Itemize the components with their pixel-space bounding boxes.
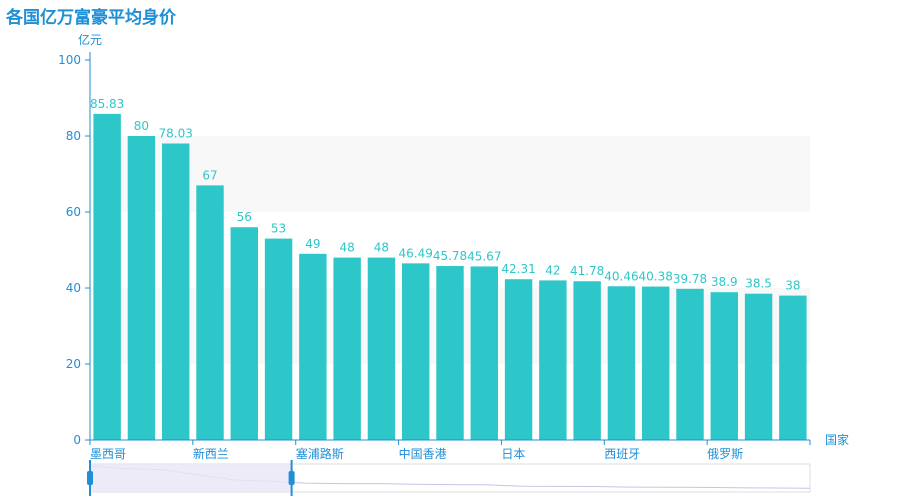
bar[interactable] xyxy=(676,288,704,440)
chart-title: 各国亿万富豪平均身价 xyxy=(6,8,176,28)
data-label: 38 xyxy=(785,279,800,293)
bar[interactable] xyxy=(230,227,258,440)
x-tick-label: 中国香港 xyxy=(399,446,447,461)
data-label: 38.5 xyxy=(745,277,772,291)
y-tick-label: 0 xyxy=(73,433,81,447)
bar[interactable] xyxy=(779,295,807,440)
data-label: 67 xyxy=(202,168,217,182)
bar[interactable] xyxy=(264,238,293,440)
data-label: 40.38 xyxy=(639,270,673,284)
zoom-end-handle[interactable] xyxy=(288,471,295,485)
data-label: 48 xyxy=(340,241,355,255)
bar[interactable] xyxy=(127,136,156,440)
y-tick-label: 80 xyxy=(66,129,81,143)
bar[interactable] xyxy=(333,257,361,440)
data-label: 49 xyxy=(305,237,320,251)
bar[interactable] xyxy=(299,253,327,440)
data-label: 53 xyxy=(271,222,286,236)
x-axis: 国家 墨西哥 新西兰 塞浦路斯 中国香港 日本 西班牙 俄罗斯 xyxy=(89,432,849,461)
data-label: 42.31 xyxy=(501,262,535,276)
bar[interactable] xyxy=(93,113,121,440)
data-label: 80 xyxy=(134,119,149,133)
data-label: 38.9 xyxy=(711,275,738,289)
y-axis: 亿元 0 20 40 60 80 100 xyxy=(58,32,102,447)
data-label: 56 xyxy=(237,210,252,224)
y-tick-label: 60 xyxy=(66,205,81,219)
data-label: 46.49 xyxy=(399,246,433,260)
y-tick-label: 20 xyxy=(66,357,81,371)
x-tick-label: 俄罗斯 xyxy=(707,447,743,461)
bar[interactable] xyxy=(470,266,498,440)
data-label: 39.78 xyxy=(673,272,707,286)
data-label: 41.78 xyxy=(570,264,604,278)
data-label: 42 xyxy=(545,263,560,277)
data-label: 78.03 xyxy=(159,126,193,140)
bar[interactable] xyxy=(162,143,190,440)
bar[interactable] xyxy=(710,292,738,440)
x-tick-label: 新西兰 xyxy=(193,446,229,461)
bar[interactable] xyxy=(367,257,396,440)
bar[interactable] xyxy=(196,185,224,440)
x-tick-label: 西班牙 xyxy=(604,447,640,461)
bar[interactable] xyxy=(539,280,567,440)
grid-band xyxy=(90,60,810,136)
x-axis-title: 国家 xyxy=(825,432,849,447)
bar[interactable] xyxy=(744,293,773,440)
x-tick-label: 塞浦路斯 xyxy=(296,446,344,461)
data-label: 85.83 xyxy=(90,97,124,111)
data-label: 45.67 xyxy=(467,249,501,263)
y-tick-label: 100 xyxy=(58,53,81,67)
y-tick-label: 40 xyxy=(66,281,81,295)
data-label: 40.46 xyxy=(604,269,638,283)
x-tick-label: 日本 xyxy=(501,447,525,461)
bar[interactable] xyxy=(504,279,533,440)
bar[interactable] xyxy=(436,266,464,440)
bar[interactable] xyxy=(573,281,601,440)
data-label: 48 xyxy=(374,241,389,255)
bars-group xyxy=(93,113,807,440)
zoom-start-handle[interactable] xyxy=(87,471,93,485)
bar[interactable] xyxy=(607,286,636,440)
data-label: 45.78 xyxy=(433,249,467,263)
y-axis-title: 亿元 xyxy=(78,32,102,47)
x-tick-label: 墨西哥 xyxy=(90,447,126,461)
zoom-window[interactable] xyxy=(90,464,292,492)
data-zoom-slider[interactable] xyxy=(87,460,811,496)
bar[interactable] xyxy=(402,263,430,440)
bar[interactable] xyxy=(642,286,670,440)
